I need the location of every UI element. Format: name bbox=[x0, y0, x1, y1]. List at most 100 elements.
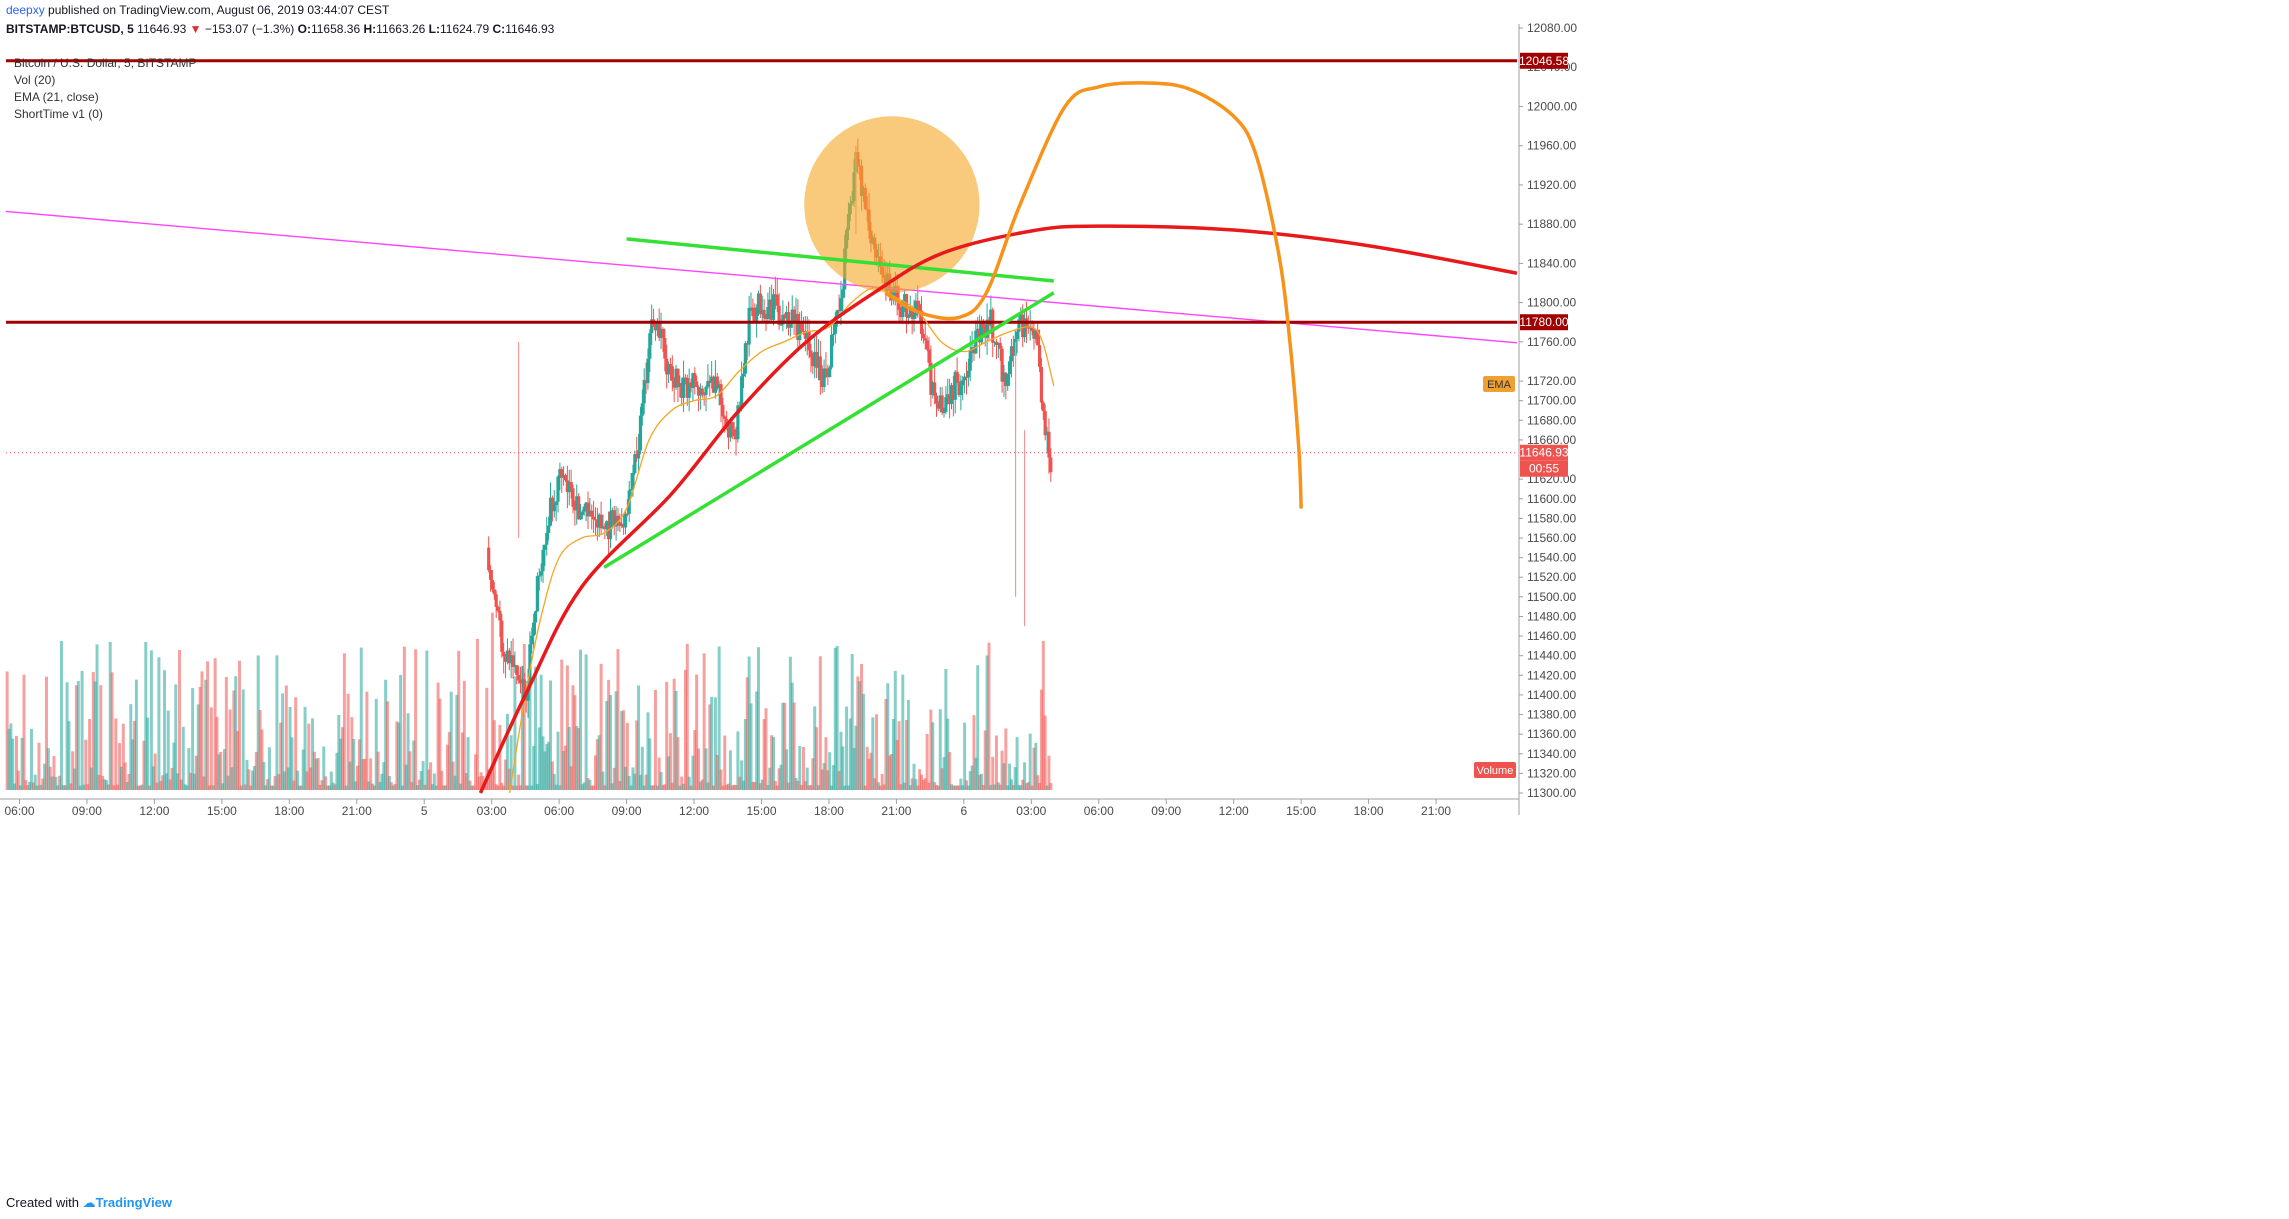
volume-bar bbox=[798, 746, 802, 790]
volume-bar bbox=[59, 641, 63, 790]
volume-bar bbox=[247, 769, 251, 790]
volume-bar bbox=[693, 730, 697, 790]
volume-bar bbox=[944, 668, 948, 790]
volume-bar bbox=[151, 766, 155, 790]
volume-bar bbox=[749, 703, 753, 790]
volume-bar bbox=[258, 709, 262, 790]
open-value: 11658.36 bbox=[310, 22, 361, 36]
legend-shorttime[interactable]: ShortTime v1 (0) bbox=[14, 107, 103, 121]
candle-body bbox=[646, 358, 650, 384]
y-tick-label: 11560.00 bbox=[1527, 531, 1576, 545]
y-tick-label: 12000.00 bbox=[1527, 99, 1577, 113]
volume-bar bbox=[620, 711, 624, 790]
volume-bar bbox=[56, 785, 60, 790]
candle-body bbox=[944, 397, 948, 412]
volume-bar bbox=[786, 782, 790, 790]
candle-body bbox=[755, 307, 759, 321]
tradingview-brand[interactable]: TradingView bbox=[95, 1195, 172, 1210]
volume-bar bbox=[86, 784, 90, 790]
candle-body bbox=[599, 514, 603, 529]
volume-bar bbox=[541, 736, 545, 790]
x-tick-label: 09:00 bbox=[612, 804, 642, 818]
volume-bar bbox=[230, 767, 234, 790]
volume-bar bbox=[209, 707, 213, 790]
volume-bar bbox=[297, 785, 301, 790]
volume-bar bbox=[239, 785, 243, 790]
candle-body bbox=[951, 385, 955, 400]
candle-body bbox=[578, 515, 583, 520]
candle-body bbox=[976, 328, 980, 331]
volume-bar bbox=[657, 757, 661, 790]
volume-bar bbox=[1036, 775, 1040, 790]
volume-bar bbox=[35, 785, 39, 790]
x-tick-label: 03:00 bbox=[477, 804, 507, 818]
volume-bar bbox=[436, 682, 440, 790]
candle-body bbox=[502, 651, 506, 657]
volume-bar bbox=[163, 670, 167, 790]
volume-bar bbox=[1038, 783, 1042, 790]
volume-bar bbox=[633, 773, 637, 790]
volume-bar bbox=[252, 766, 256, 790]
volume-bar bbox=[603, 785, 607, 790]
y-tick-label: 11580.00 bbox=[1527, 511, 1576, 525]
candle-body bbox=[768, 299, 772, 308]
candle-body bbox=[719, 384, 723, 405]
volume-bar bbox=[251, 770, 255, 790]
volume-bar bbox=[406, 713, 410, 790]
volume-bar bbox=[166, 710, 170, 790]
volume-bar bbox=[361, 758, 365, 790]
candle-body bbox=[522, 679, 526, 696]
volume-bar bbox=[277, 774, 281, 790]
volume-bar bbox=[635, 720, 639, 790]
volume-bar bbox=[134, 679, 138, 790]
candle-body bbox=[569, 481, 573, 489]
candle-body bbox=[897, 301, 901, 310]
volume-bar bbox=[556, 731, 560, 790]
candle-body bbox=[1021, 314, 1025, 338]
x-tick-label: 21:00 bbox=[1421, 804, 1451, 818]
volume-bar bbox=[376, 751, 380, 790]
volume-bar bbox=[254, 751, 258, 790]
volume-bar bbox=[1015, 737, 1019, 790]
volume-bar bbox=[890, 753, 894, 790]
volume-bar bbox=[897, 721, 901, 790]
volume-bar bbox=[356, 765, 360, 790]
candle-body bbox=[621, 523, 626, 528]
y-tick-label: 11340.00 bbox=[1527, 747, 1576, 761]
legend-ema[interactable]: EMA (21, close) bbox=[14, 90, 99, 104]
volume-bar bbox=[908, 785, 912, 790]
volume-bar bbox=[545, 744, 549, 790]
volume-bar bbox=[843, 785, 847, 790]
candle-body bbox=[595, 520, 599, 528]
candle-body bbox=[992, 341, 997, 343]
volume-bar bbox=[575, 726, 579, 790]
candle-body bbox=[513, 665, 517, 667]
volume-bar bbox=[738, 776, 742, 790]
candle-body bbox=[567, 481, 571, 493]
volume-bar bbox=[564, 745, 568, 790]
volume-bar bbox=[138, 785, 142, 790]
low-value: 11624.79 bbox=[440, 22, 490, 36]
volume-bar bbox=[964, 780, 968, 790]
candle-body bbox=[661, 328, 665, 339]
candle-body bbox=[740, 376, 744, 407]
volume-bar bbox=[753, 782, 757, 790]
candle-body bbox=[1032, 330, 1036, 339]
volume-bar bbox=[447, 731, 451, 790]
volume-bar bbox=[500, 782, 504, 790]
volume-bar bbox=[730, 785, 734, 790]
volume-bar bbox=[888, 755, 892, 790]
candle-body bbox=[631, 472, 635, 490]
candle-body bbox=[910, 308, 914, 319]
volume-bar bbox=[331, 782, 335, 790]
volume-bar bbox=[1034, 742, 1038, 790]
volume-bar bbox=[455, 694, 459, 790]
ema-badge-bg bbox=[1483, 376, 1515, 393]
volume-bar bbox=[522, 644, 526, 790]
volume-bar bbox=[599, 663, 603, 790]
author-name[interactable]: deepxy bbox=[6, 3, 45, 17]
legend-vol[interactable]: Vol (20) bbox=[14, 73, 56, 87]
volume-bar bbox=[683, 669, 687, 790]
candle-body bbox=[700, 388, 704, 395]
